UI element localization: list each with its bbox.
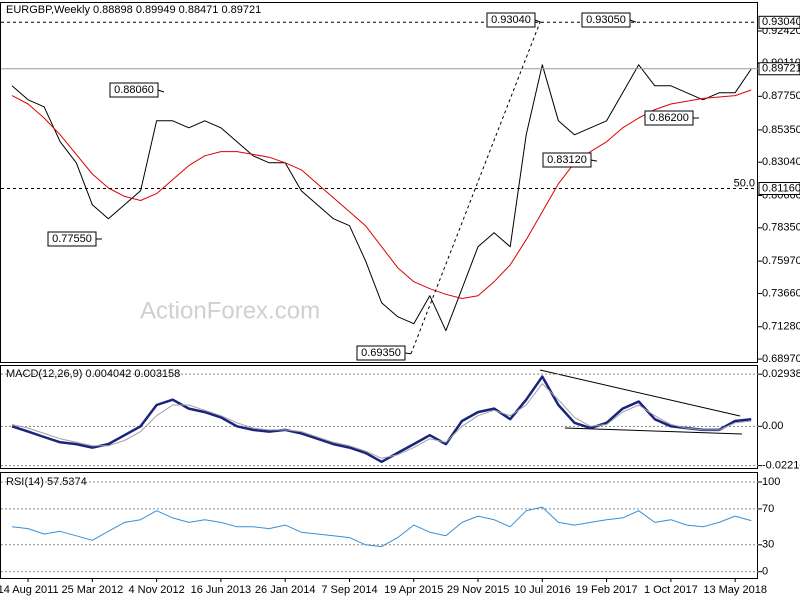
level-box	[758, 182, 800, 196]
x-tick-label: 1 Oct 2017	[644, 584, 698, 596]
x-tick-label: 29 Nov 2015	[447, 584, 509, 596]
annotation-connector	[534, 19, 542, 23]
annotation-label: 0.83120	[547, 154, 587, 166]
macd-trendline	[539, 369, 741, 417]
series-line	[11, 375, 752, 464]
annotation-box	[109, 82, 159, 98]
y-tick-label: 0.92420	[762, 25, 800, 37]
y-tick-label: 0.85350	[762, 124, 800, 136]
watermark: ActionForex.com	[140, 297, 320, 324]
annotation-label: 0.93040	[491, 14, 531, 26]
x-tick-label: 26 Jan 2014	[255, 584, 316, 596]
x-tick-label: 19 Apr 2015	[384, 584, 443, 596]
y-tick-label: 0.87750	[762, 90, 800, 102]
series-line	[11, 506, 752, 548]
annotation-connector	[629, 19, 637, 23]
y-tick-label: 0.71280	[762, 321, 800, 333]
x-tick-label: 7 Sep 2014	[321, 584, 377, 596]
x-tick-label: 25 Mar 2012	[61, 584, 123, 596]
annotation-box	[47, 231, 97, 247]
y-tick-label: 100	[762, 476, 780, 488]
y-tick-label: 30	[762, 539, 774, 551]
annotation-box	[542, 152, 592, 168]
annotation-label: 0.69350	[361, 347, 401, 359]
annotation-box	[581, 12, 631, 28]
y-tick-label: 0.83040	[762, 156, 800, 168]
annotation-connector	[404, 352, 412, 355]
annotation-connector	[157, 89, 165, 93]
level-label: 0.89721	[762, 63, 800, 75]
series-line	[11, 383, 752, 459]
annotation-box	[356, 345, 406, 361]
x-tick-label: 10 Jul 2016	[514, 584, 571, 596]
level-label: 0.93040	[762, 16, 800, 28]
macd-trendline	[564, 427, 743, 435]
annotation-connector	[590, 159, 598, 162]
x-tick-label: 19 Feb 2017	[576, 584, 638, 596]
x-tick-label: 16 Jun 2013	[191, 584, 252, 596]
y-tick-label: -0.022161	[762, 460, 800, 472]
macd-panel	[0, 365, 758, 469]
y-tick-label: 0.75970	[762, 255, 800, 267]
y-tick-label: 0	[762, 566, 768, 578]
series-line	[11, 64, 752, 332]
level-note: 50.0	[734, 177, 755, 189]
y-tick-label: 0.029387	[762, 368, 800, 380]
annotation-box	[644, 110, 694, 126]
annotation-label: 0.93050	[586, 14, 626, 26]
annotation-label: 0.86200	[649, 112, 689, 124]
y-tick-label: 0.73660	[762, 287, 800, 299]
annotation-label: 0.88060	[114, 84, 154, 96]
annotation-box	[486, 12, 536, 28]
y-tick-label: 0.78350	[762, 222, 800, 234]
series-line	[11, 89, 752, 299]
trend-line	[410, 22, 541, 354]
annotation-label: 0.77550	[52, 233, 92, 245]
x-tick-label: 4 Nov 2012	[128, 584, 184, 596]
price-panel	[0, 2, 758, 363]
x-tick-label: 14 Aug 2011	[0, 584, 59, 596]
level-box	[758, 15, 800, 29]
price-title: EURGBP,Weekly 0.88898 0.89949 0.88471 0.…	[6, 4, 261, 16]
level-box	[758, 62, 800, 76]
rsi-panel	[0, 472, 758, 579]
level-label: 0.81160	[762, 182, 800, 194]
x-tick-label: 13 May 2018	[703, 584, 767, 596]
y-tick-label: 0.00	[762, 420, 783, 432]
y-tick-label: 70	[762, 503, 774, 515]
y-tick-label: 0.68970	[762, 353, 800, 365]
